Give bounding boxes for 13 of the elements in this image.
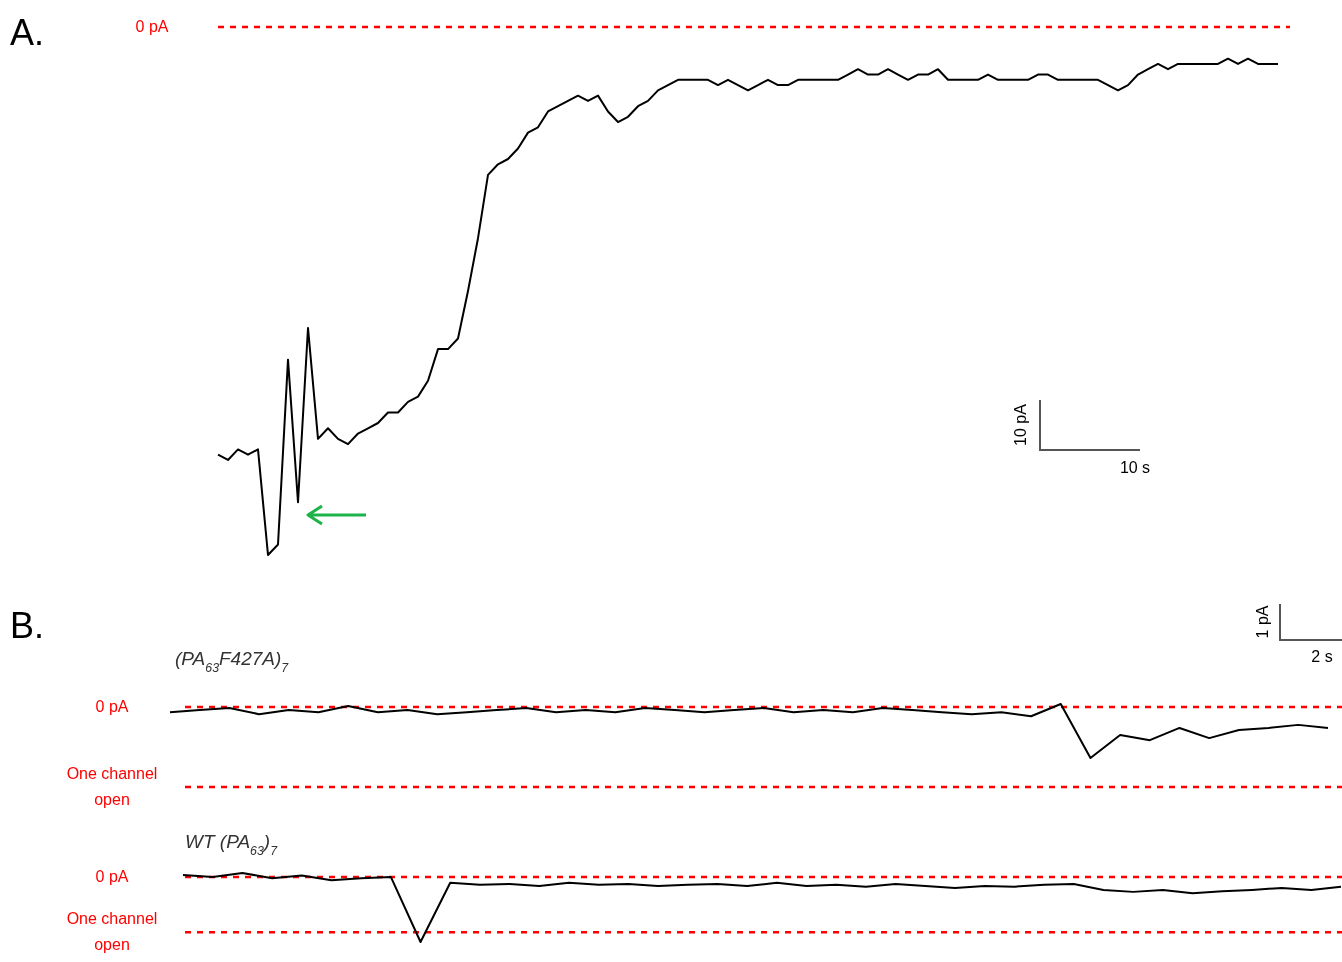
ref-line-label: 0 pA [95,698,129,716]
ref-line-label: 0 pA [95,867,129,885]
annotation: 10 pA [1012,403,1029,446]
series-label: WT (PA$_{63}$)$_{7}$ [185,831,279,858]
annotation: 10 s [1119,459,1151,476]
text: 1 pA [1254,605,1271,639]
ref-line-label: 0 pA [135,18,169,35]
ref-line-label: One channel open [66,765,158,808]
chart-title: B. [10,605,45,646]
ref-line-label: One channel open [66,910,158,954]
series-label: (PA$_{63}$F427A)$_{7}$ [175,648,290,675]
text: 2 s [1311,648,1333,665]
chart-title: A. [10,12,45,53]
